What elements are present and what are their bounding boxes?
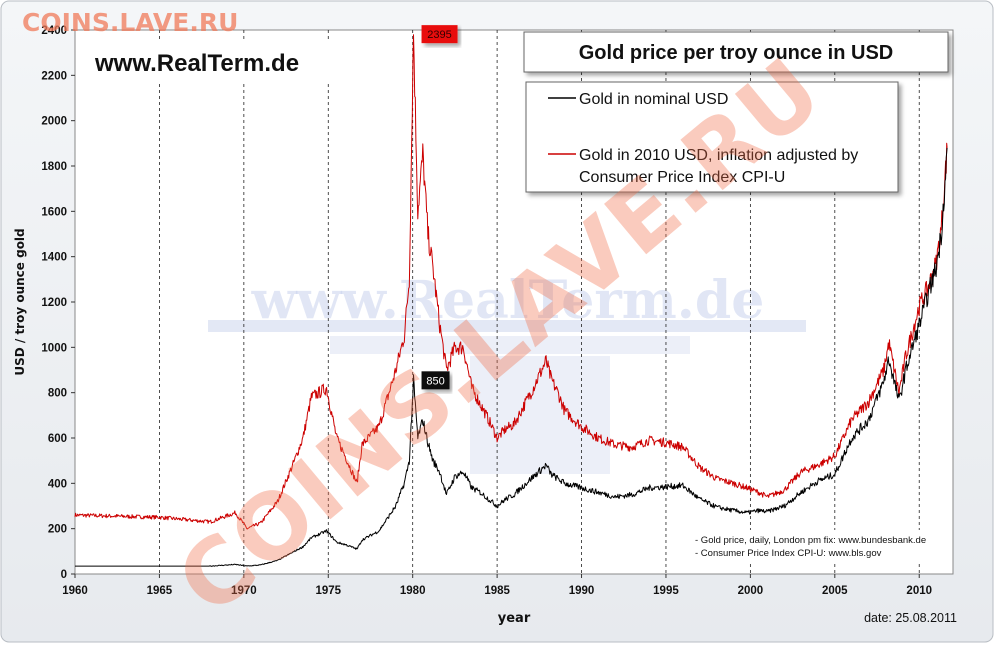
callout-850-box (421, 371, 450, 390)
watermark-band (208, 320, 806, 332)
site-label-box (84, 40, 334, 82)
x-tick-label-2000: 2000 (738, 585, 764, 597)
x-tick-label-1965: 1965 (147, 585, 173, 597)
series-line-inflation-adjusted (74, 34, 948, 530)
title-box (523, 31, 949, 73)
watermark-block (330, 336, 690, 354)
source-bundesbank: - Gold price, daily, London pm fix: www.… (695, 535, 926, 546)
y-axis: 0 200 400 600 800 1000 1200 1400 1600 1800 2000 220… (41, 25, 75, 581)
y-tick-label-600: 600 (48, 433, 67, 445)
y-tick-label-2000: 2000 (41, 116, 67, 128)
y-tick-label-1400: 1400 (41, 252, 67, 264)
series-layer (74, 34, 948, 567)
y-tick-label-1200: 1200 (41, 297, 67, 309)
x-tick-label-1985: 1985 (484, 585, 510, 597)
callout-peak-box (421, 25, 458, 44)
y-tick-label-400: 400 (48, 478, 67, 490)
y-tick-label-0: 0 (61, 569, 67, 581)
y-tick-label-2200: 2200 (41, 70, 67, 82)
source-bls: - Consumer Price Index CPI-U: www.bls.go… (695, 548, 882, 559)
callout-peak-label: 2395 (427, 29, 451, 41)
x-axis: 1960 1965 1970 1975 1980 1985 1990 1995 2000 2005… (62, 574, 932, 597)
legend-label-nominal: Gold in nominal USD (579, 91, 728, 108)
watermark-block-2 (470, 356, 610, 474)
y-tick-label-1000: 1000 (41, 342, 67, 354)
y-tick-label-2400: 2400 (41, 25, 67, 37)
x-axis-label: year (498, 611, 531, 626)
x-tick-label-2005: 2005 (822, 585, 848, 597)
y-tick-label-800: 800 (48, 388, 67, 400)
x-tick-label-1975: 1975 (315, 585, 341, 597)
sources-box (689, 530, 949, 562)
legend-label-inflation: Gold in 2010 USD, inflation adjusted by … (579, 147, 863, 186)
chart-title: Gold price per troy ounce in USD (579, 42, 894, 64)
x-tick-label-1970: 1970 (231, 585, 257, 597)
x-tick-label-1960: 1960 (62, 585, 88, 597)
site-label: www.RealTerm.de (94, 50, 299, 77)
y-tick-label-200: 200 (48, 524, 67, 536)
annotations: 2395 850 (421, 25, 458, 390)
y-tick-label-1600: 1600 (41, 206, 67, 218)
top-watermark: COINS.LAVE.RU (22, 8, 238, 37)
x-tick-label-2010: 2010 (906, 585, 932, 597)
y-tick-label-1800: 1800 (41, 161, 67, 173)
x-tick-label-1990: 1990 (569, 585, 595, 597)
date-label: date: 25.08.2011 (864, 611, 957, 625)
callout-850-label: 850 (426, 375, 444, 387)
legend-box (525, 81, 899, 193)
y-axis-label: USD / troy ounce gold (13, 228, 27, 375)
x-tick-label-1995: 1995 (653, 585, 679, 597)
x-tick-label-1980: 1980 (400, 585, 426, 597)
series-line-nominal (75, 147, 948, 567)
